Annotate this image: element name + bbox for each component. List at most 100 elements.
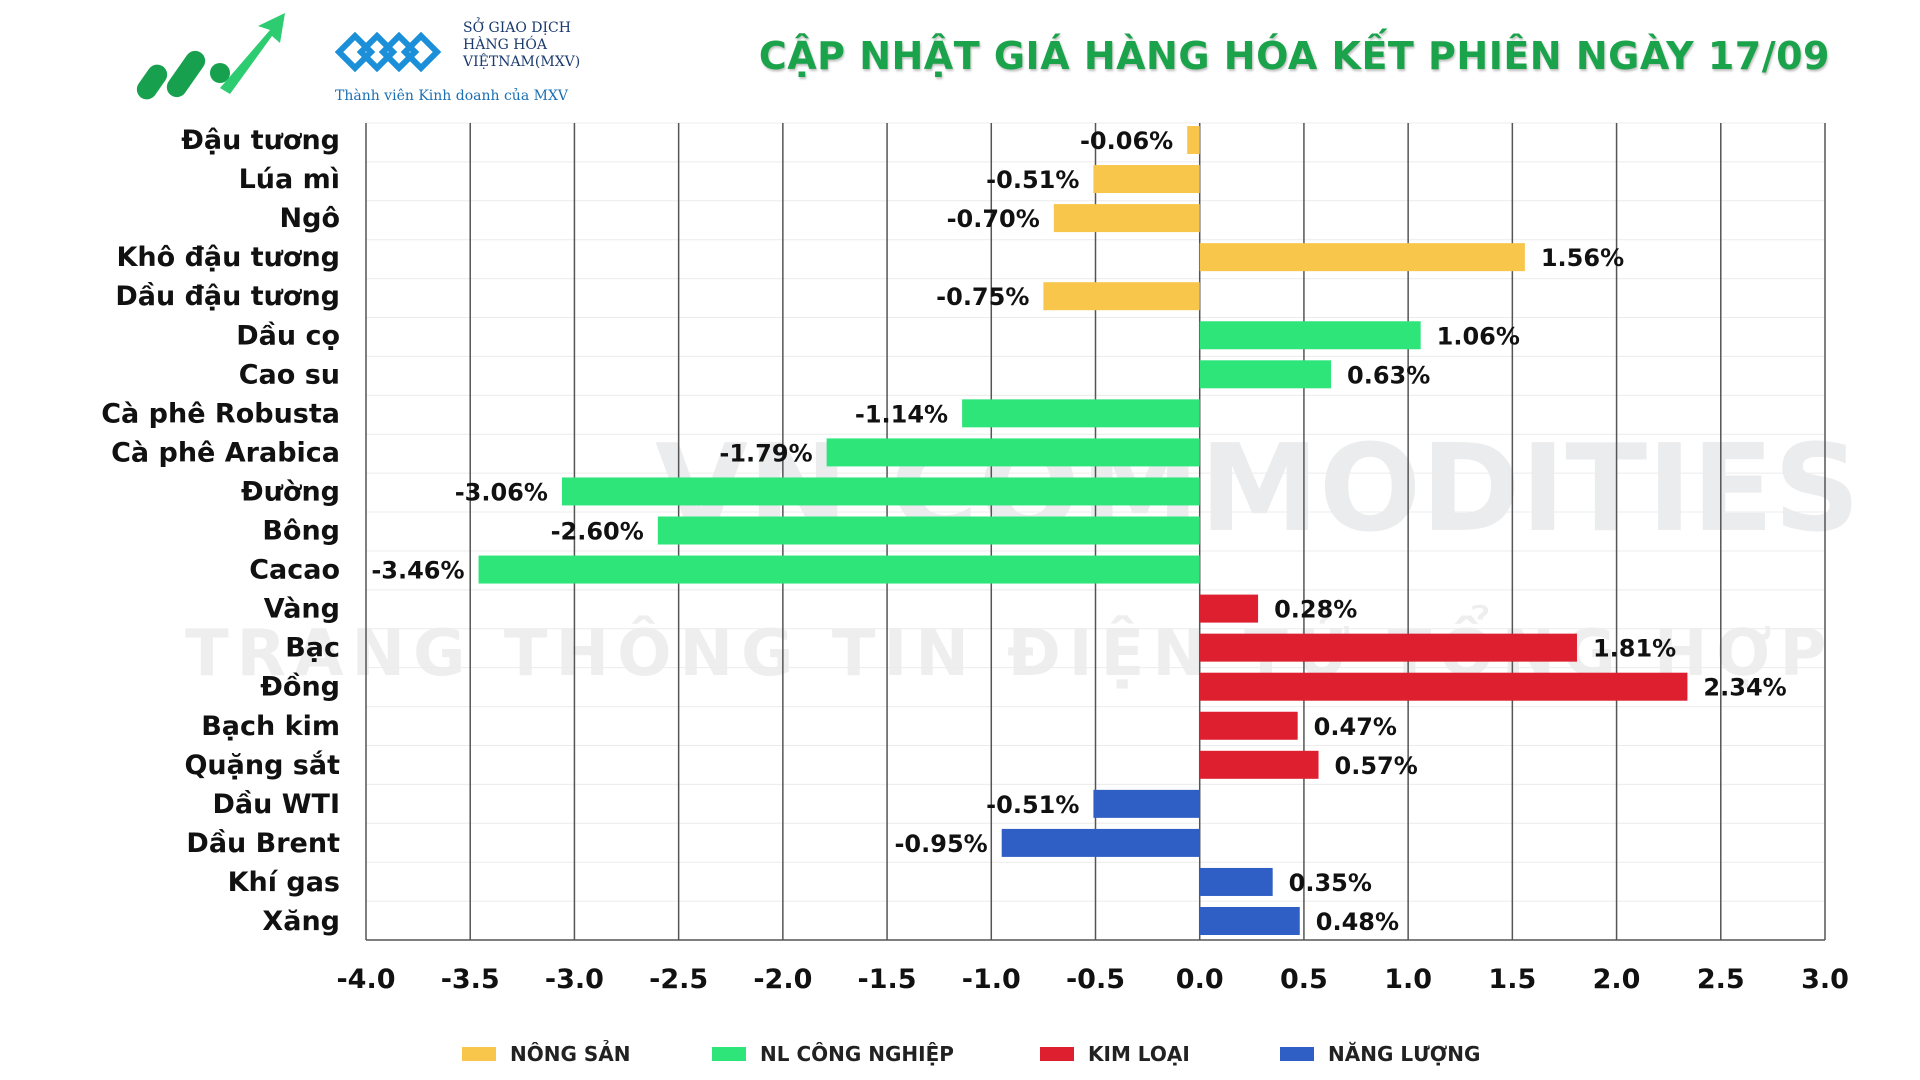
x-axis-ticks: -4.0 -3.5 -3.0 -2.5 -2.0 -1.5 -1.0 -0.5 0.0 0.5 1.… bbox=[336, 964, 1848, 995]
category-label: Lúa mì bbox=[239, 164, 340, 195]
grid-lines bbox=[365, 122, 1826, 941]
bar bbox=[478, 555, 1200, 584]
value-label: -0.51% bbox=[986, 166, 1079, 194]
exchange-line-2: HÀNG HÓA bbox=[463, 37, 547, 53]
value-label: -1.14% bbox=[855, 400, 948, 428]
page-title: CẬP NHẬT GIÁ HÀNG HÓA KẾT PHIÊN NGÀY 17/… bbox=[758, 34, 1830, 78]
value-label: -0.06% bbox=[1080, 127, 1173, 155]
bar bbox=[1093, 789, 1200, 818]
category-label: Ngô bbox=[280, 203, 340, 234]
x-tick-label: -2.5 bbox=[649, 964, 708, 995]
category-label: Bạch kim bbox=[201, 711, 340, 742]
x-tick-label: -3.5 bbox=[441, 964, 500, 995]
category-label: Vàng bbox=[264, 594, 340, 625]
exchange-line-3: VIỆTNAM(MXV) bbox=[463, 54, 581, 70]
bar bbox=[1199, 633, 1577, 662]
category-label: Khô đậu tương bbox=[117, 242, 341, 273]
x-tick-label: 0.0 bbox=[1176, 964, 1224, 995]
x-tick-label: 0.5 bbox=[1280, 964, 1328, 995]
category-label: Cà phê Arabica bbox=[111, 437, 340, 468]
x-tick-label: -4.0 bbox=[336, 964, 395, 995]
legend-item-nang-luong: NĂNG LƯỢNG bbox=[1280, 1042, 1480, 1066]
value-label: 2.34% bbox=[1703, 674, 1786, 702]
bar bbox=[1199, 711, 1298, 740]
value-label: 1.81% bbox=[1593, 635, 1676, 663]
bar bbox=[962, 399, 1200, 428]
value-label: -3.46% bbox=[371, 557, 464, 585]
category-label: Dầu WTI bbox=[213, 789, 341, 820]
category-label: Quặng sắt bbox=[184, 750, 340, 781]
logo-area bbox=[130, 8, 590, 108]
value-label: -2.60% bbox=[551, 518, 644, 546]
legend-item-kim-loai: KIM LOẠI bbox=[1040, 1042, 1190, 1066]
x-tick-label: 2.0 bbox=[1593, 964, 1641, 995]
bar bbox=[657, 516, 1200, 545]
bar bbox=[1043, 282, 1200, 311]
value-label: -3.06% bbox=[455, 478, 548, 506]
bar bbox=[1053, 204, 1200, 233]
category-label: Khí gas bbox=[228, 867, 340, 898]
legend-item-nl-cong-nghiep: NL CÔNG NGHIỆP bbox=[712, 1042, 954, 1066]
bar bbox=[1199, 360, 1332, 389]
bar bbox=[1187, 126, 1200, 154]
exchange-line-1: SỞ GIAO DỊCH bbox=[463, 20, 571, 36]
category-label: Cao su bbox=[239, 359, 340, 390]
bar bbox=[1199, 321, 1421, 350]
mxv-logo-icon bbox=[335, 31, 442, 73]
x-tick-label: -2.0 bbox=[753, 964, 812, 995]
legend-label-nang-luong: NĂNG LƯỢNG bbox=[1328, 1042, 1481, 1066]
brand-logo bbox=[136, 13, 285, 100]
value-label: 1.06% bbox=[1437, 322, 1520, 350]
exchange-name: SỞ GIAO DỊCH HÀNG HÓA VIỆTNAM(MXV) bbox=[463, 20, 580, 71]
category-label: Dầu Brent bbox=[186, 828, 340, 859]
value-label: 0.28% bbox=[1274, 596, 1357, 624]
x-tick-label: 1.5 bbox=[1488, 964, 1536, 995]
value-label: -0.75% bbox=[936, 283, 1029, 311]
x-tick-label: -3.0 bbox=[545, 964, 604, 995]
value-label: 0.47% bbox=[1314, 713, 1397, 741]
bar bbox=[561, 477, 1200, 506]
x-tick-label: -1.0 bbox=[962, 964, 1021, 995]
bar bbox=[826, 438, 1200, 467]
legend-swatch-nang-luong bbox=[1280, 1047, 1314, 1061]
legend-swatch-kim-loai bbox=[1040, 1047, 1074, 1061]
bar bbox=[1001, 828, 1200, 857]
value-label: 1.56% bbox=[1541, 244, 1624, 272]
legend-label-kim-loai: KIM LOẠI bbox=[1088, 1042, 1190, 1066]
category-label: Dầu cọ bbox=[236, 320, 340, 351]
category-label: Bạc bbox=[285, 633, 340, 664]
x-tick-label: -0.5 bbox=[1066, 964, 1125, 995]
category-label: Đậu tương bbox=[181, 125, 340, 156]
value-label: 0.57% bbox=[1335, 752, 1418, 780]
value-label: -1.79% bbox=[719, 439, 812, 467]
value-labels: -0.06%-0.51%-0.70%1.56%-0.75%1.06%0.63%-… bbox=[371, 127, 1786, 936]
category-label: Cà phê Robusta bbox=[101, 398, 340, 429]
category-labels: Đậu tương Lúa mì Ngô Khô đậu tương Dầu đậu t… bbox=[101, 125, 340, 937]
category-label: Cacao bbox=[249, 555, 340, 586]
value-label: 0.35% bbox=[1289, 869, 1372, 897]
value-label: -0.95% bbox=[894, 830, 987, 858]
bar bbox=[1093, 165, 1200, 194]
category-label: Xăng bbox=[262, 906, 340, 937]
bar bbox=[1199, 243, 1525, 272]
category-label: Đồng bbox=[260, 672, 340, 703]
bar-chart: VN COMMODITIES TRANG THÔNG TIN ĐIỆN TỬ T… bbox=[101, 122, 1860, 995]
value-label: 0.48% bbox=[1316, 908, 1399, 936]
category-label: Đường bbox=[241, 476, 340, 507]
category-label: Dầu đậu tương bbox=[115, 281, 340, 312]
bar bbox=[1199, 907, 1300, 935]
legend-item-nong-san: NÔNG SẢN bbox=[462, 1042, 630, 1066]
bars bbox=[478, 126, 1688, 935]
legend-swatch-nong-san bbox=[462, 1047, 496, 1061]
bar bbox=[1199, 594, 1259, 623]
legend-label-nl-cong-nghiep: NL CÔNG NGHIỆP bbox=[760, 1042, 954, 1066]
legend-label-nong-san: NÔNG SẢN bbox=[510, 1042, 631, 1066]
x-tick-label: 2.5 bbox=[1697, 964, 1745, 995]
x-tick-label: 1.0 bbox=[1384, 964, 1432, 995]
category-label: Bông bbox=[262, 516, 340, 547]
legend: NÔNG SẢN NL CÔNG NGHIỆP KIM LOẠI NĂNG LƯ… bbox=[0, 1042, 1920, 1072]
exchange-subtitle: Thành viên Kinh doanh của MXV bbox=[335, 88, 569, 104]
bar bbox=[1199, 672, 1688, 701]
x-tick-label: 3.0 bbox=[1801, 964, 1849, 995]
value-label: -0.51% bbox=[986, 791, 1079, 819]
